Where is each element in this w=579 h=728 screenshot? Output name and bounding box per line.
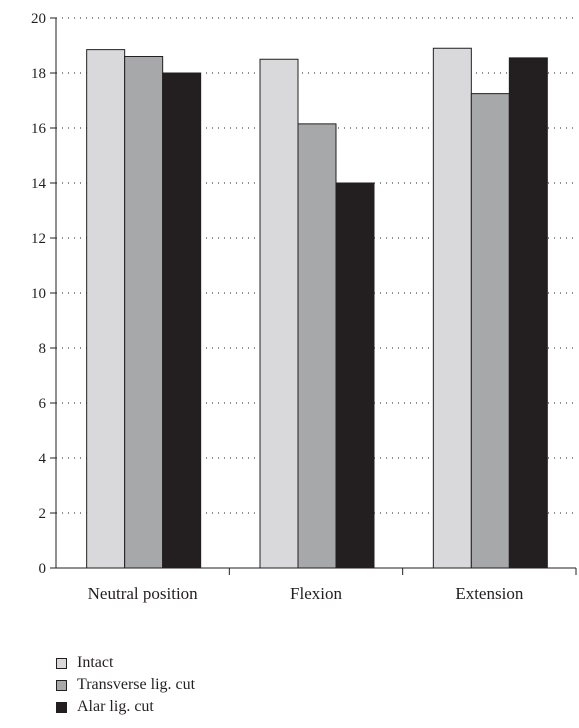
y-tick-label: 12 xyxy=(31,231,46,247)
y-tick-label: 18 xyxy=(31,66,46,82)
x-tick-label: Extension xyxy=(455,584,523,603)
legend-swatch xyxy=(56,657,67,669)
x-axis-ticks: Neutral position Flexion Extension xyxy=(88,568,577,603)
x-tick-label: Flexion xyxy=(290,584,342,603)
bar xyxy=(470,93,510,569)
y-tick-label: 14 xyxy=(31,176,47,192)
bar xyxy=(124,56,164,569)
y-tick-label: 0 xyxy=(39,561,47,577)
y-axis-ticks: 0 2 4 6 8 10 12 14 16 18 20 xyxy=(31,11,56,577)
bar xyxy=(259,58,299,569)
y-tick-label: 20 xyxy=(31,11,46,27)
y-tick-label: 10 xyxy=(31,286,46,302)
bar xyxy=(432,47,472,569)
legend-swatch xyxy=(56,679,67,691)
y-tick-label: 6 xyxy=(39,396,47,412)
bar xyxy=(297,123,337,569)
legend-entry: Intact xyxy=(56,652,195,674)
legend-label: Transverse lig. cut xyxy=(77,676,196,693)
bar xyxy=(335,182,375,569)
y-tick-label: 2 xyxy=(39,506,47,522)
x-tick-label: Neutral position xyxy=(88,584,199,603)
legend-label: Alar lig. cut xyxy=(77,698,154,715)
bar-chart: 0 2 4 6 8 10 12 14 16 18 20 Neutral position Flexio… xyxy=(31,11,577,603)
y-tick-label: 8 xyxy=(39,341,47,357)
y-tick-label: 16 xyxy=(31,121,47,137)
bars xyxy=(86,47,548,569)
legend-entry: Transverse lig. cut xyxy=(56,674,195,696)
legend: Intact Transverse lig. cut Alar lig. cut xyxy=(56,652,195,718)
bar xyxy=(508,57,548,569)
bar xyxy=(162,72,202,569)
legend-entry: Alar lig. cut xyxy=(56,696,195,718)
bar xyxy=(86,49,126,569)
legend-label: Intact xyxy=(77,654,114,671)
y-tick-label: 4 xyxy=(39,451,47,467)
legend-swatch xyxy=(56,701,67,713)
